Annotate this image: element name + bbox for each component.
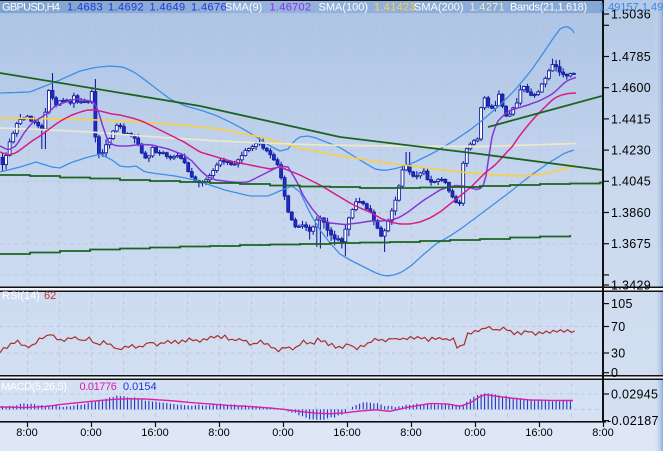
svg-text:8:00: 8:00 — [592, 427, 613, 439]
svg-text:30: 30 — [611, 346, 626, 360]
svg-text:GBPUSD,H4: GBPUSD,H4 — [2, 2, 60, 14]
svg-text:62: 62 — [44, 290, 56, 302]
svg-text:16:00: 16:00 — [333, 427, 361, 439]
svg-text:RSI(14): RSI(14) — [2, 290, 40, 302]
svg-text:8:00: 8:00 — [400, 427, 421, 439]
svg-text:1.49157 1.49: 1.49157 1.49 — [599, 2, 663, 14]
svg-text:Bands(21,1.618): Bands(21,1.618) — [510, 2, 587, 14]
svg-text:1.4785: 1.4785 — [611, 50, 651, 64]
svg-text:1.4045: 1.4045 — [611, 175, 651, 189]
svg-text:0:00: 0:00 — [80, 427, 101, 439]
svg-text:1.4649: 1.4649 — [150, 2, 186, 14]
svg-text:105: 105 — [611, 297, 633, 311]
svg-text:SMA(9): SMA(9) — [225, 2, 262, 14]
svg-text:8:00: 8:00 — [16, 427, 37, 439]
svg-text:0.02945: 0.02945 — [611, 387, 658, 401]
svg-text:SMA(100): SMA(100) — [319, 2, 369, 14]
svg-text:1.41423: 1.41423 — [374, 2, 416, 14]
svg-text:-0.02187: -0.02187 — [607, 414, 659, 428]
svg-text:16:00: 16:00 — [141, 427, 169, 439]
svg-text:1.4230: 1.4230 — [611, 144, 651, 158]
svg-text:1.3429: 1.3429 — [611, 278, 651, 292]
svg-text:0:00: 0:00 — [464, 427, 485, 439]
svg-text:1.3860: 1.3860 — [611, 206, 651, 220]
svg-text:1.4692: 1.4692 — [108, 2, 144, 14]
svg-text:1.4683: 1.4683 — [67, 2, 103, 14]
svg-text:0:00: 0:00 — [272, 427, 293, 439]
svg-text:0: 0 — [611, 366, 618, 380]
svg-text:1.4600: 1.4600 — [611, 81, 651, 95]
svg-text:1.5036: 1.5036 — [611, 7, 651, 21]
svg-text:8:00: 8:00 — [208, 427, 229, 439]
svg-text:1.3675: 1.3675 — [611, 237, 651, 251]
svg-text:0.01776: 0.01776 — [80, 381, 117, 393]
svg-text:MACD(5,26,5): MACD(5,26,5) — [1, 381, 67, 393]
svg-text:70: 70 — [611, 320, 626, 334]
svg-text:1.4676: 1.4676 — [191, 2, 227, 14]
svg-text:SMA(200): SMA(200) — [414, 2, 464, 14]
svg-text:1.4271: 1.4271 — [470, 2, 505, 14]
svg-text:1.4415: 1.4415 — [611, 112, 651, 126]
svg-text:16:00: 16:00 — [525, 427, 553, 439]
svg-text:1.46702: 1.46702 — [270, 2, 312, 14]
svg-text:0.0154: 0.0154 — [123, 381, 157, 393]
